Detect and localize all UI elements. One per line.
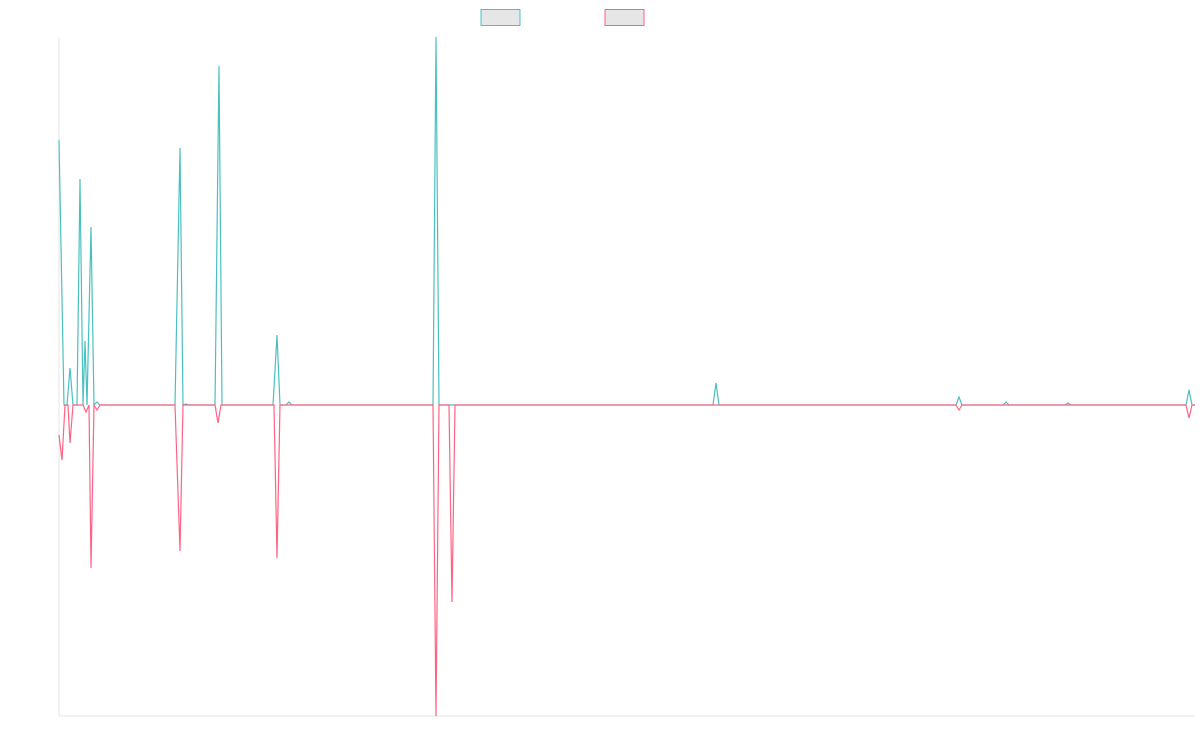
- legend-swatch: [480, 9, 521, 26]
- series-line: [58, 402, 1195, 717]
- legend-swatch: [604, 9, 645, 26]
- series-line: [58, 36, 1195, 407]
